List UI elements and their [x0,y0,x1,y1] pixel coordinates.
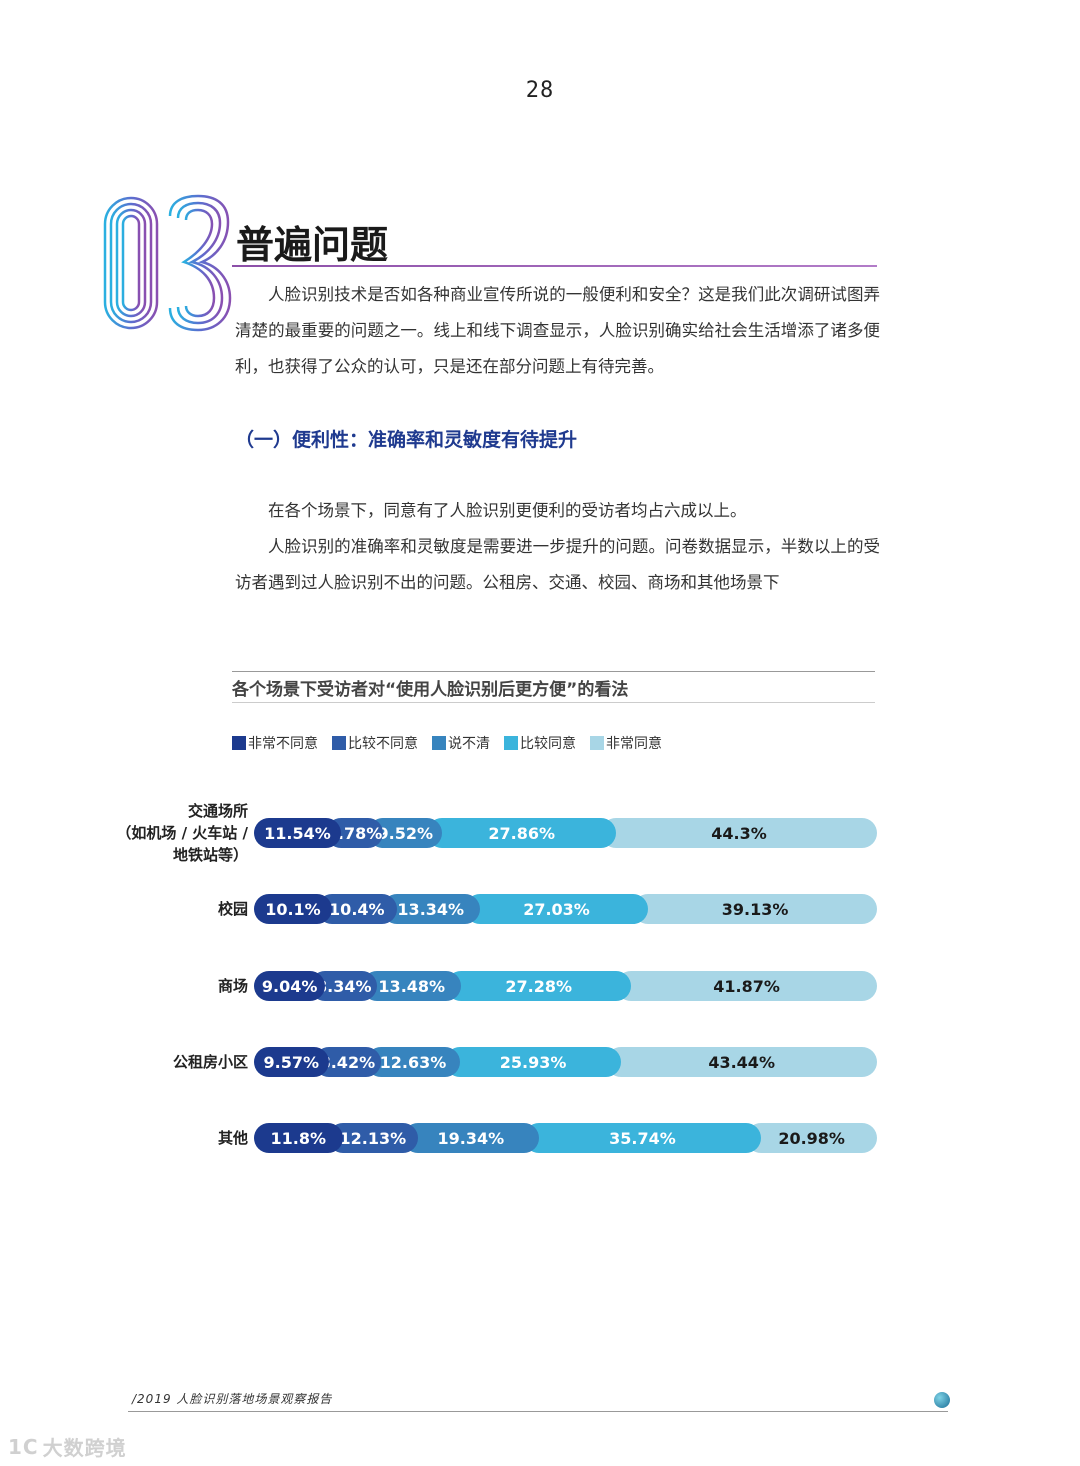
legend-swatch [432,736,446,750]
data-label: 9.57% [263,1052,320,1072]
category-label: 校园 [218,898,248,920]
bar-segment: 12.13% [327,1123,419,1153]
legend-item: 比较不同意 [332,733,418,753]
category-label: 其他 [218,1127,248,1149]
data-label: 6.78% [326,823,383,843]
footer-rule [128,1411,948,1412]
legend-label: 比较不同意 [348,736,418,752]
data-label: 27.03% [523,899,590,919]
bar-segment: 35.74% [523,1123,762,1153]
section-title: 普遍问题 [236,223,389,267]
data-label: 11.8% [270,1128,327,1148]
legend-label: 非常同意 [606,736,662,752]
subheading: （一）便利性：准确率和灵敏度有待提升 [235,429,578,451]
category-label-line: （如机场 / 火车站 / [116,824,248,842]
watermark: 1C 大数跨境 [8,1432,127,1461]
data-label: 27.86% [488,823,556,843]
data-label: 8.42% [319,1052,376,1072]
legend-swatch [504,736,518,750]
bar-segment: 9.57% [254,1047,329,1077]
page-number: 28 [525,78,555,103]
paragraph-1: 在各个场景下，同意有了人脸识别更便利的受访者均占六成以上。 [268,501,747,520]
data-label: 43.44% [708,1052,775,1072]
category-label-line: 公租房小区 [172,1053,248,1071]
bar-row: 44.3% 27.86% 9.52% 6.78% 11.54% [254,818,877,848]
bar-segment: 20.98% [746,1123,877,1153]
legend-label: 非常不同意 [248,736,318,752]
data-label: 9.04% [261,976,318,996]
bar-segment: 27.86% [427,818,616,848]
bar-segment: 41.87% [616,971,877,1001]
intro-paragraph: 人脸识别技术是否如各种商业宣传所说的一般便利和安全？这是我们此次调研试图弄清楚的… [235,285,880,376]
data-label: 27.28% [505,976,573,996]
legend-swatch [232,736,246,750]
paragraph-2: 人脸识别的准确率和灵敏度是需要进一步提升的问题。问卷数据显示，半数以上的受访者遇… [235,537,880,592]
legend-item: 非常同意 [590,733,662,753]
bar-segment: 39.13% [633,894,877,924]
data-label: 19.34% [437,1128,505,1148]
data-label: 13.34% [397,899,465,919]
data-label: 10.1% [265,899,321,919]
bar-segment: 25.93% [444,1047,622,1077]
data-label: 13.48% [378,976,446,996]
data-label: 44.3% [711,823,767,843]
bar-segment: 10.1% [254,894,332,924]
bar-segment: 13.34% [381,894,480,924]
data-label: 20.98% [778,1128,845,1148]
data-label: 8.34% [316,976,372,996]
footer-report-title: /2019 人脸识别落地场景观察报告 [132,1392,333,1406]
legend-swatch [332,736,346,750]
bar-row: 41.87% 27.28% 13.48% 8.34% 9.04% [254,971,877,1001]
data-label: 35.74% [609,1128,676,1148]
bar-segment: 9.04% [254,971,326,1001]
category-label: 公租房小区 [173,1051,248,1073]
bar-segment: 11.54% [254,818,341,848]
data-label: 12.63% [379,1052,447,1072]
legend-item: 非常不同意 [232,733,318,753]
chart-title-rule [232,702,875,703]
bar-row: 20.98% 35.74% 19.34% 12.13% 11.8% [254,1123,877,1153]
data-label: 9.52% [377,823,434,843]
legend-label: 比较同意 [520,736,576,752]
data-label: 41.87% [713,976,780,996]
bar-segment: 19.34% [403,1123,539,1153]
bar-row: 39.13% 27.03% 13.34% 10.4% 10.1% [254,894,877,924]
section-number-graphic [103,194,232,332]
bar-row: 43.44% 25.93% 12.63% 8.42% 9.57% [254,1047,877,1077]
legend-swatch [590,736,604,750]
data-label: 12.13% [339,1128,407,1148]
data-label: 25.93% [499,1052,567,1072]
bar-segment: 13.48% [362,971,462,1001]
legend-item: 说不清 [432,733,490,753]
category-label-line: 校园 [217,900,248,918]
title-divider [232,265,877,267]
watermark-logo-icon: 1C [8,1434,39,1459]
category-label-line: 地铁站等） [172,846,248,864]
bar-segment: 12.63% [366,1047,460,1077]
bar-segment: 27.03% [464,894,649,924]
watermark-text: 大数跨境 [42,1436,127,1460]
bar-segment: 43.44% [606,1047,877,1077]
chart-top-rule [232,671,875,672]
data-label: 11.54% [264,823,331,843]
bar-segment: 27.28% [446,971,632,1001]
category-label-line: 商场 [217,977,248,995]
chart-title: 各个场景下受访者对“使用人脸识别后更方便”的看法 [232,680,629,700]
footer-title-text: 2019 人脸识别落地场景观察报告 [137,1392,333,1406]
legend-label: 说不清 [448,736,490,752]
legend-item: 比较同意 [504,733,576,753]
chart-legend: 非常不同意 比较不同意 说不清 比较同意 非常同意 [232,733,676,753]
footer-dot-icon [934,1392,950,1408]
data-label: 39.13% [721,899,789,919]
bar-segment: 44.3% [601,818,877,848]
category-label: 交通场所 （如机场 / 火车站 / 地铁站等） [116,800,248,866]
category-label-line: 其他 [217,1129,248,1147]
data-label: 10.4% [329,899,385,919]
category-label-line: 交通场所 [187,802,248,820]
bar-segment: 11.8% [254,1123,343,1153]
category-label: 商场 [218,975,248,997]
